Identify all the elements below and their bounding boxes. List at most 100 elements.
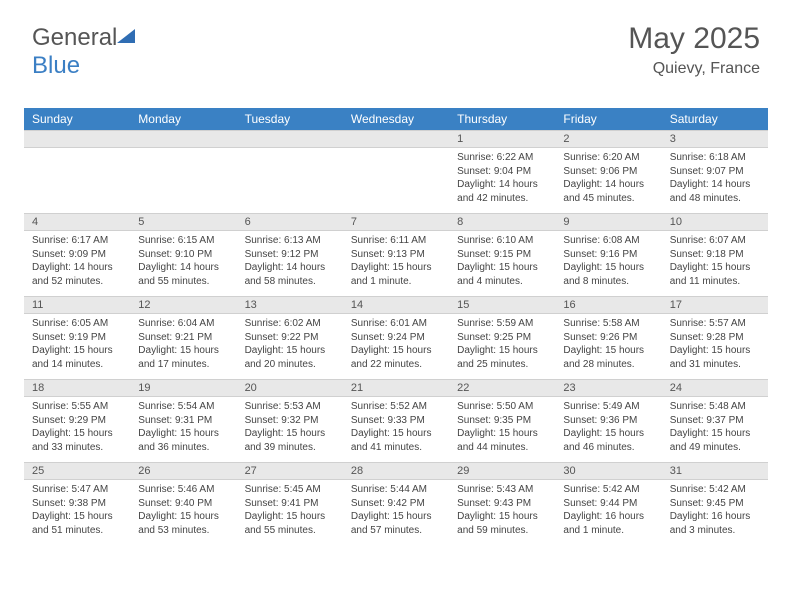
day-number: 16: [555, 297, 661, 313]
day-number: 21: [343, 380, 449, 396]
daylight-text: Daylight: 15 hours and 41 minutes.: [351, 428, 432, 453]
sunrise-text: Sunrise: 6:01 AM: [351, 318, 427, 329]
sunrise-text: Sunrise: 5:48 AM: [670, 401, 746, 412]
sunset-text: Sunset: 9:41 PM: [245, 498, 319, 509]
day-cell: Sunrise: 6:22 AMSunset: 9:04 PMDaylight:…: [449, 148, 555, 213]
daylight-text: Daylight: 15 hours and 17 minutes.: [138, 345, 219, 370]
sunset-text: Sunset: 9:35 PM: [457, 415, 531, 426]
logo-triangle-icon: [117, 22, 135, 50]
sunset-text: Sunset: 9:33 PM: [351, 415, 425, 426]
sunset-text: Sunset: 9:36 PM: [563, 415, 637, 426]
sunrise-text: Sunrise: 6:22 AM: [457, 152, 533, 163]
daylight-text: Daylight: 15 hours and 20 minutes.: [245, 345, 326, 370]
day-cell: Sunrise: 6:11 AMSunset: 9:13 PMDaylight:…: [343, 231, 449, 296]
day-number: [24, 131, 130, 147]
sunrise-text: Sunrise: 6:11 AM: [351, 235, 426, 246]
day-header: Tuesday: [237, 108, 343, 130]
sunset-text: Sunset: 9:06 PM: [563, 166, 637, 177]
day-number: 26: [130, 463, 236, 479]
day-cell: Sunrise: 6:04 AM Sunset: 9:21 PM Daylight:…: [130, 314, 236, 379]
daylight-text: Daylight: 15 hours and 55 minutes.: [245, 511, 326, 536]
day-cell: Sunrise: 5:44 AM Sunset: 9:42 PM Daylight:…: [343, 480, 449, 545]
sunrise-text: Sunrise: 5:45 AM: [245, 484, 321, 495]
sunrise-text: Sunrise: 5:58 AM: [563, 318, 639, 329]
daylight-text: Daylight: 15 hours and 59 minutes.: [457, 511, 538, 536]
sunset-text: Sunset: 9:26 PM: [563, 332, 637, 343]
day-number: 28: [343, 463, 449, 479]
sunrise-text: Sunrise: 5:53 AM: [245, 401, 321, 412]
day-cell: [24, 148, 130, 213]
day-number-row: 25262728293031: [24, 462, 768, 480]
daylight-text: Daylight: 14 hours and 48 minutes.: [670, 179, 751, 204]
sunrise-text: Sunrise: 6:07 AM: [670, 235, 746, 246]
daylight-text: Daylight: 15 hours and 22 minutes.: [351, 345, 432, 370]
daylight-text: Daylight: 15 hours and 39 minutes.: [245, 428, 326, 453]
day-number: 20: [237, 380, 343, 396]
sunset-text: Sunset: 9:38 PM: [32, 498, 106, 509]
day-number: 18: [24, 380, 130, 396]
sunset-text: Sunset: 9:10 PM: [138, 249, 212, 260]
sunset-text: Sunset: 9:24 PM: [351, 332, 425, 343]
day-number: 4: [24, 214, 130, 230]
day-cell: Sunrise: 6:05 AMSunset: 9:19 PMDaylight:…: [24, 314, 130, 379]
sunrise-text: Sunrise: 6:13 AM: [245, 235, 321, 246]
sunset-text: Sunset: 9:32 PM: [245, 415, 319, 426]
sunset-text: Sunset: 9:21 PM: [138, 332, 212, 343]
day-cell: Sunrise: 5:47 AMSunset: 9:38 PMDaylight:…: [24, 480, 130, 545]
day-cell: Sunrise: 5:42 AMSunset: 9:45 PMDaylight:…: [662, 480, 768, 545]
day-number-row: 123: [24, 130, 768, 148]
sunset-text: Sunset: 9:15 PM: [457, 249, 531, 260]
day-header: Thursday: [449, 108, 555, 130]
daylight-text: Daylight: 15 hours and 28 minutes.: [563, 345, 644, 370]
day-content-row: Sunrise: 5:47 AMSunset: 9:38 PMDaylight:…: [24, 480, 768, 545]
day-cell: Sunrise: 5:46 AMSunset: 9:40 PMDaylight:…: [130, 480, 236, 545]
sunrise-text: Sunrise: 5:44 AM: [351, 484, 427, 495]
day-header: Wednesday: [343, 108, 449, 130]
sunset-text: Sunset: 9:37 PM: [670, 415, 744, 426]
sunset-text: Sunset: 9:16 PM: [563, 249, 637, 260]
day-cell: Sunrise: 5:48 AMSunset: 9:37 PMDaylight:…: [662, 397, 768, 462]
sunrise-text: Sunrise: 6:17 AM: [32, 235, 108, 246]
day-cell: Sunrise: 6:17 AMSunset: 9:09 PMDaylight:…: [24, 231, 130, 296]
sunrise-text: Sunrise: 5:43 AM: [457, 484, 533, 495]
day-number: 2: [555, 131, 661, 147]
sunrise-text: Sunrise: 6:04 AM: [138, 318, 214, 329]
day-cell: Sunrise: 5:59 AMSunset: 9:25 PMDaylight:…: [449, 314, 555, 379]
sunset-text: Sunset: 9:22 PM: [245, 332, 319, 343]
day-number: 14: [343, 297, 449, 313]
sunset-text: Sunset: 9:28 PM: [670, 332, 744, 343]
sunset-text: Sunset: 9:42 PM: [351, 498, 425, 509]
day-number: 11: [24, 297, 130, 313]
day-number: 27: [237, 463, 343, 479]
day-cell: [130, 148, 236, 213]
sunset-text: Sunset: 9:45 PM: [670, 498, 744, 509]
day-cell: Sunrise: 5:58 AM Sunset: 9:26 PM Daylight:…: [555, 314, 661, 379]
day-cell: Sunrise: 5:50 AMSunset: 9:35 PMDaylight:…: [449, 397, 555, 462]
sunset-text: Sunset: 9:13 PM: [351, 249, 425, 260]
day-number: 8: [449, 214, 555, 230]
sunset-text: Sunset: 9:18 PM: [670, 249, 744, 260]
day-cell: Sunrise: 6:08 AM Sunset: 9:16 PM Daylight:…: [555, 231, 661, 296]
day-number: 29: [449, 463, 555, 479]
day-number: 6: [237, 214, 343, 230]
daylight-text: Daylight: 15 hours and 8 minutes.: [563, 262, 644, 287]
sunrise-text: Sunrise: 6:02 AM: [245, 318, 321, 329]
daylight-text: Daylight: 15 hours and 57 minutes.: [351, 511, 432, 536]
day-cell: Sunrise: 6:20 AMSunset: 9:06 PMDaylight:…: [555, 148, 661, 213]
day-cell: Sunrise: 5:49 AMSunset: 9:36 PMDaylight:…: [555, 397, 661, 462]
day-number: 24: [662, 380, 768, 396]
sunrise-text: Sunrise: 6:08 AM: [563, 235, 639, 246]
sunset-text: Sunset: 9:31 PM: [138, 415, 212, 426]
daylight-text: Daylight: 14 hours and 55 minutes.: [138, 262, 219, 287]
day-cell: [343, 148, 449, 213]
day-number: 19: [130, 380, 236, 396]
day-cell: Sunrise: 5:43 AMSunset: 9:43 PMDaylight:…: [449, 480, 555, 545]
sunrise-text: Sunrise: 5:57 AM: [670, 318, 746, 329]
daylight-text: Daylight: 14 hours and 58 minutes.: [245, 262, 326, 287]
day-number: 13: [237, 297, 343, 313]
logo-text-blue: Blue: [32, 52, 80, 79]
day-number: 15: [449, 297, 555, 313]
day-header: Saturday: [662, 108, 768, 130]
day-cell: Sunrise: 6:13 AMSunset: 9:12 PMDaylight:…: [237, 231, 343, 296]
sunrise-text: Sunrise: 6:18 AM: [670, 152, 746, 163]
